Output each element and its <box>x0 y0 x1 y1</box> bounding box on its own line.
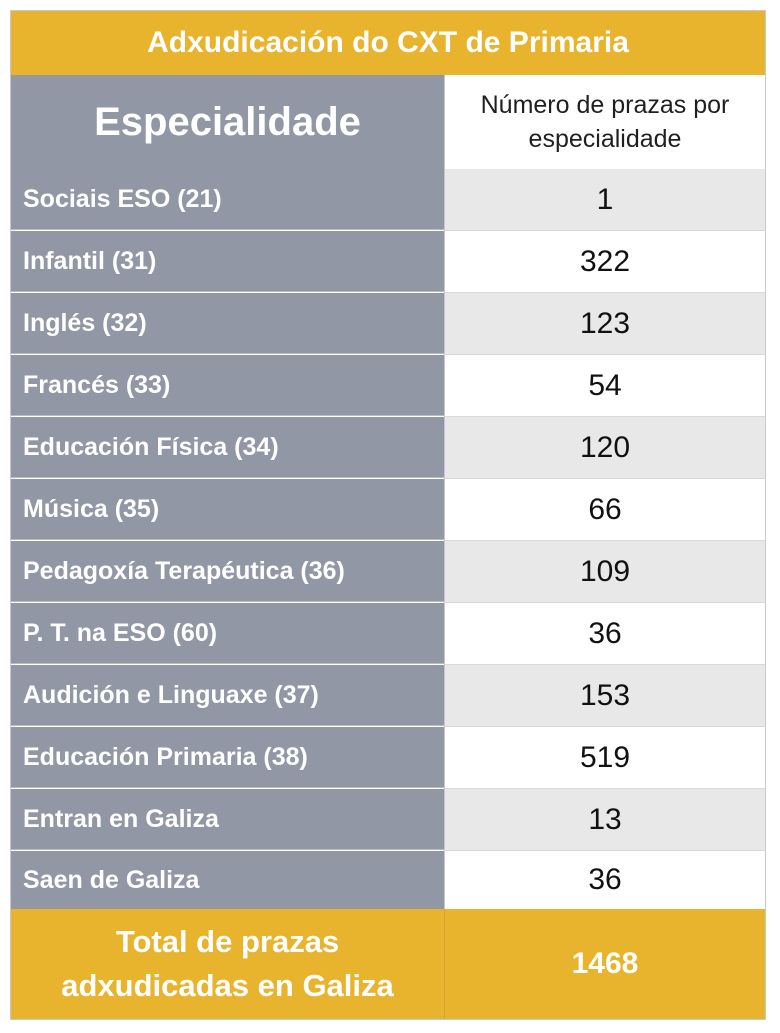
table-row: P. T. na ESO (60) 36 <box>11 603 765 665</box>
table-row: Educación Primaria (38) 519 <box>11 727 765 789</box>
table-row: Saen de Galiza 36 <box>11 851 765 909</box>
table-row: Audición e Linguaxe (37) 153 <box>11 665 765 727</box>
row-speciality: Saen de Galiza <box>11 851 444 909</box>
header-numero-prazas: Número de prazas por especialidade <box>445 75 765 170</box>
row-places: 13 <box>445 789 765 851</box>
row-speciality: Francés (33) <box>11 355 444 416</box>
table-row: Educación Física (34) 120 <box>11 417 765 479</box>
row-places: 123 <box>445 293 765 355</box>
table-title: Adxudicación do CXT de Primaria <box>11 11 765 76</box>
table-row: Música (35) 66 <box>11 479 765 541</box>
header-col2-label: Número de prazas por especialidade <box>480 91 730 153</box>
row-speciality: Infantil (31) <box>11 231 444 292</box>
table-row: Entran en Galiza 13 <box>11 789 765 851</box>
row-places: 109 <box>445 541 765 603</box>
row-places: 120 <box>445 417 765 479</box>
total-label: Total de prazas adxudicadas en Galiza <box>61 924 394 1003</box>
total-divider <box>444 909 445 1019</box>
row-speciality: Sociais ESO (21) <box>11 169 444 230</box>
header-especialidade: Especialidade <box>11 75 444 170</box>
row-places: 322 <box>445 231 765 293</box>
row-speciality: Inglés (32) <box>11 293 444 354</box>
table-row: Pedagoxía Terapéutica (36) 109 <box>11 541 765 603</box>
table-row: Infantil (31) 322 <box>11 231 765 293</box>
row-speciality: Pedagoxía Terapéutica (36) <box>11 541 444 602</box>
row-speciality: Educación Primaria (38) <box>11 727 444 788</box>
row-speciality: Entran en Galiza <box>11 789 444 850</box>
row-places: 36 <box>445 603 765 665</box>
row-speciality: Audición e Linguaxe (37) <box>11 665 444 726</box>
allocation-table: Adxudicación do CXT de Primaria Especial… <box>10 10 766 1020</box>
header-col1-label: Especialidade <box>94 99 361 144</box>
row-places: 66 <box>445 479 765 541</box>
total-label-cell: Total de prazas adxudicadas en Galiza <box>11 909 444 1019</box>
total-row: Total de prazas adxudicadas en Galiza 14… <box>11 909 765 1019</box>
total-value: 1468 <box>571 947 639 980</box>
column-divider <box>444 75 445 909</box>
row-speciality: Música (35) <box>11 479 444 540</box>
table-row: Sociais ESO (21) 1 <box>11 169 765 231</box>
row-places: 54 <box>445 355 765 417</box>
table-row: Francés (33) 54 <box>11 355 765 417</box>
row-speciality: P. T. na ESO (60) <box>11 603 444 664</box>
table-row: Inglés (32) 123 <box>11 293 765 355</box>
row-places: 36 <box>445 851 765 909</box>
row-places: 1 <box>445 169 765 231</box>
row-speciality: Educación Física (34) <box>11 417 444 478</box>
row-places: 519 <box>445 727 765 789</box>
row-places: 153 <box>445 665 765 727</box>
